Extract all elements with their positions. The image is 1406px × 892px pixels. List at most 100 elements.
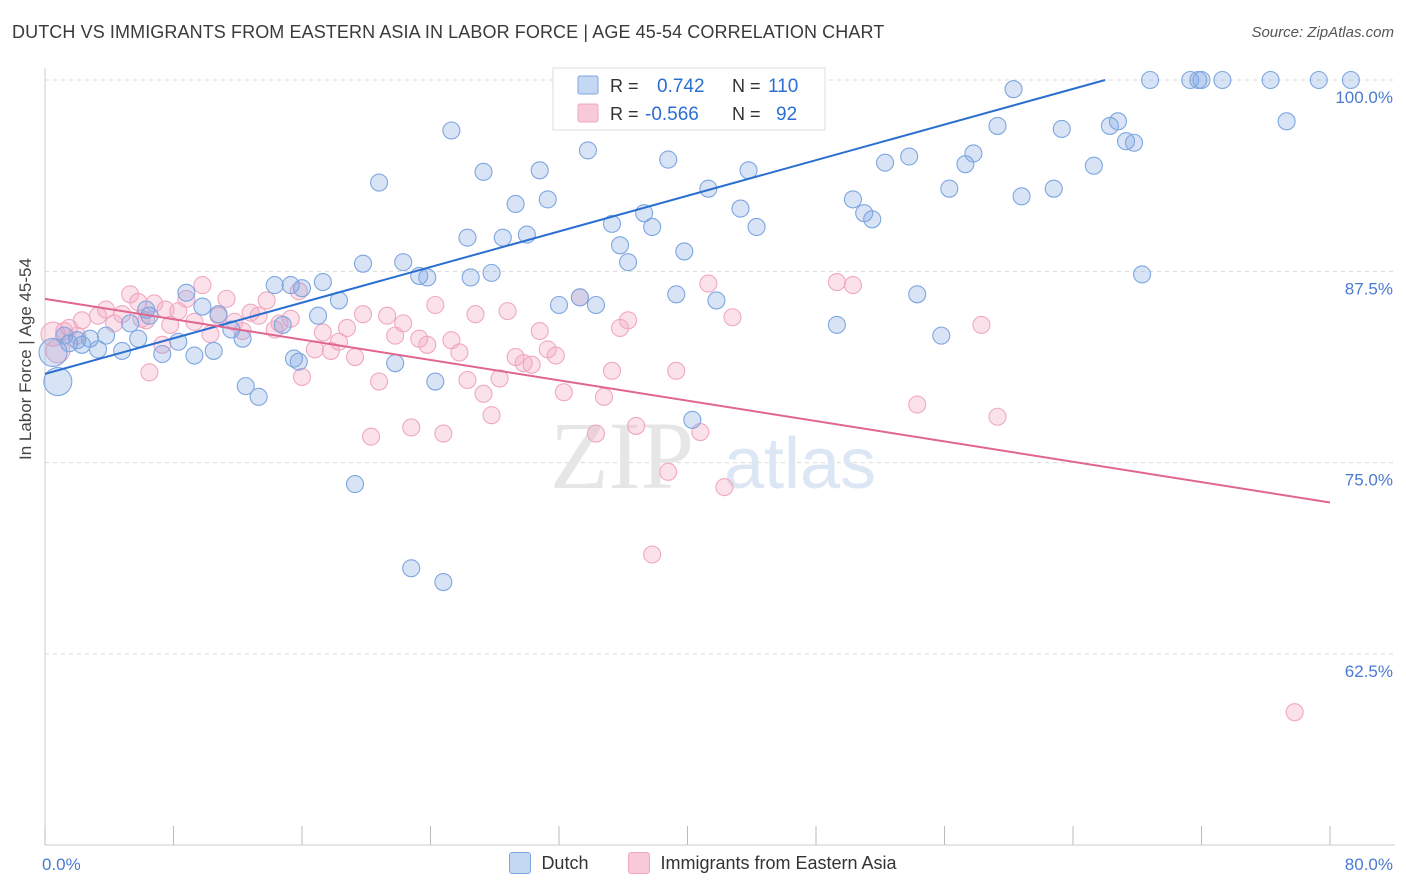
- blue-point: [292, 279, 312, 298]
- blue-point: [249, 387, 268, 406]
- pink-point: [257, 291, 276, 310]
- trend-lines: [44, 79, 1331, 504]
- pink-point: [353, 305, 373, 324]
- blue-point: [38, 337, 68, 368]
- pink-point: [643, 545, 662, 564]
- axes: [44, 68, 1395, 846]
- blue-point: [843, 190, 862, 209]
- legend-item-pink: Immigrants from Eastern Asia: [628, 852, 897, 874]
- blue-point: [538, 190, 557, 209]
- pink-point: [313, 323, 332, 342]
- blue-point: [610, 236, 630, 255]
- pink-point: [627, 416, 646, 435]
- blue-point: [273, 315, 292, 334]
- x-tick-label-1: 80.0%: [1345, 855, 1393, 874]
- pink-point: [292, 367, 312, 386]
- blue-point: [675, 242, 694, 261]
- pink-point: [843, 276, 862, 295]
- blue-point: [345, 475, 365, 494]
- blue-point: [699, 179, 718, 198]
- y-tick-label-0: 100.0%: [1335, 88, 1393, 107]
- blue-point: [309, 306, 328, 325]
- pink-point: [546, 346, 565, 365]
- blue-point: [233, 329, 252, 348]
- stats-blue-n-value: 110: [768, 76, 798, 97]
- stats-blue-r-label: R =: [610, 76, 639, 96]
- blue-point: [442, 121, 461, 140]
- chart-source: Source: ZipAtlas.com: [1251, 24, 1394, 41]
- legend-blue-swatch: [509, 852, 532, 874]
- pink-point: [140, 363, 159, 382]
- x-tick-label-0: 0.0%: [42, 855, 81, 874]
- pink-point: [667, 361, 686, 380]
- blue-point: [204, 341, 223, 360]
- pink-point: [370, 372, 389, 391]
- blue-point: [96, 326, 116, 345]
- pink-point: [418, 335, 437, 354]
- blue-point: [493, 228, 512, 247]
- blue-point: [1309, 70, 1328, 90]
- watermark-zip: ZIP: [550, 402, 694, 509]
- pink-point: [699, 274, 718, 293]
- blue-point: [265, 276, 284, 295]
- pink-point: [594, 387, 614, 406]
- legend-pink-swatch: [628, 852, 651, 874]
- pink-point: [337, 318, 357, 338]
- stats-pink-swatch: [577, 103, 599, 123]
- stats-pink-r-value: -0.566: [645, 104, 699, 125]
- pink-point: [378, 306, 397, 325]
- blue-point: [1261, 70, 1280, 90]
- blue-point: [458, 228, 477, 247]
- blue-point: [370, 173, 389, 192]
- pink-point: [345, 348, 365, 367]
- pink-series: [40, 272, 1304, 722]
- blue-point: [1004, 80, 1023, 99]
- blue-point: [209, 305, 228, 324]
- stats-blue-n-label: N =: [732, 76, 761, 96]
- pink-point: [402, 418, 421, 437]
- pink-point: [530, 321, 549, 341]
- blue-point: [683, 410, 702, 429]
- blue-point: [426, 372, 445, 391]
- watermark-atlas: atlas: [724, 424, 876, 504]
- blue-point: [193, 297, 212, 316]
- pink-point: [554, 383, 573, 402]
- blue-point: [43, 366, 73, 397]
- blue-point: [1108, 112, 1128, 131]
- pink-point: [394, 314, 413, 333]
- blue-point: [177, 283, 196, 302]
- pink-point: [972, 315, 991, 334]
- blue-point: [619, 253, 638, 272]
- pink-point: [270, 314, 289, 333]
- stats-pink-n-label: N =: [732, 104, 761, 124]
- blue-point: [1213, 70, 1232, 90]
- blue-point: [659, 150, 678, 169]
- watermark: ZIP atlas: [550, 402, 876, 509]
- pink-point: [434, 424, 453, 443]
- y-tick-label-1: 87.5%: [1345, 279, 1393, 298]
- pink-point: [988, 407, 1007, 426]
- blue-point: [1341, 70, 1360, 90]
- gridlines: [45, 79, 1395, 655]
- blue-point: [313, 272, 332, 292]
- blue-point: [578, 141, 597, 160]
- pink-point: [458, 370, 477, 390]
- blue-point: [88, 340, 108, 359]
- pink-point: [498, 302, 517, 321]
- pink-point: [827, 272, 846, 292]
- pink-point: [482, 406, 501, 425]
- blue-point: [284, 349, 304, 368]
- blue-point: [1124, 133, 1144, 152]
- stats-box: R = 0.742 N = 110 R = -0.566 N = 92: [552, 67, 826, 131]
- pink-point: [450, 343, 469, 362]
- blue-point: [153, 344, 172, 364]
- pink-point: [602, 361, 622, 380]
- pink-point: [659, 462, 678, 481]
- blue-point: [1133, 265, 1152, 284]
- blue-point: [386, 354, 405, 373]
- pink-point: [249, 306, 268, 325]
- blue-point: [530, 161, 549, 180]
- blue-point: [908, 285, 927, 304]
- blue-point: [827, 315, 846, 334]
- y-tick-label-3: 62.5%: [1345, 662, 1393, 681]
